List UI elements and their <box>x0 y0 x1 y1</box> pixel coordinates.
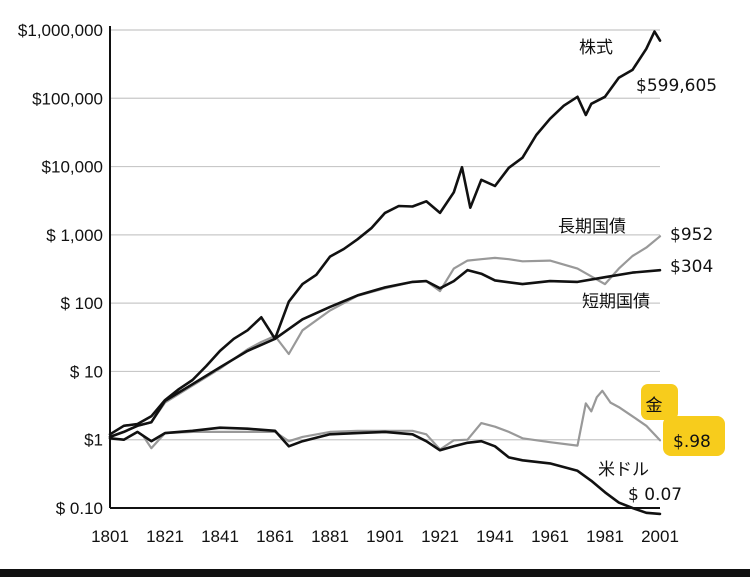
x-tick-label: 1961 <box>531 527 569 546</box>
x-tick-label: 1861 <box>256 527 294 546</box>
series-lines <box>108 30 662 516</box>
highlight-gold-name <box>641 384 678 420</box>
y-tick-label: $ 0.10 <box>56 499 103 518</box>
y-tick-label: $10,000 <box>42 158 103 177</box>
axes <box>109 26 660 509</box>
bottom-rule <box>0 569 750 577</box>
series-end-value-stocks: $599,605 <box>636 76 717 96</box>
x-tick-label: 1981 <box>586 527 624 546</box>
series-name-gold: 金 <box>646 396 663 416</box>
series-name-dollar: 米ドル <box>598 460 649 480</box>
x-tick-label: 1881 <box>311 527 349 546</box>
series-line-stocks <box>108 30 662 436</box>
y-tick-label: $ 10 <box>70 362 103 381</box>
series-end-value-bills: $304 <box>670 257 713 277</box>
series-name-long-bonds: 長期国債 <box>558 217 626 237</box>
x-tick-label: 1901 <box>366 527 404 546</box>
x-tick-label: 1801 <box>91 527 129 546</box>
series-end-value-dollar: $ 0.07 <box>628 485 682 505</box>
label-highlights <box>641 384 725 456</box>
y-tick-label: $1 <box>84 431 103 450</box>
x-tick-label: 1941 <box>476 527 514 546</box>
series-line-bills <box>108 268 662 439</box>
x-tick-labels: 1801 1821 1841 1861 1881 1901 1921 1941 1961 1981… <box>91 527 679 546</box>
series-name-bills: 短期国債 <box>582 292 650 312</box>
highlight-gold-value <box>663 416 725 456</box>
y-tick-label: $1,000,000 <box>18 21 103 40</box>
series-line-dollar <box>108 426 662 516</box>
x-tick-label: 2001 <box>641 527 679 546</box>
y-tick-label: $100,000 <box>32 89 103 108</box>
y-tick-labels: $1,000,000 $100,000 $10,000 $ 1,000 $ 100 $ 1… <box>18 21 103 518</box>
x-tick-label: 1841 <box>201 527 239 546</box>
x-tick-label: 1821 <box>146 527 184 546</box>
series-end-value-gold: $.98 <box>673 432 711 452</box>
series-line-long-bonds <box>108 235 662 438</box>
y-tick-label: $ 100 <box>60 294 103 313</box>
series-name-stocks: 株式 <box>579 38 613 58</box>
series-line-gold <box>108 389 662 451</box>
series-end-value-long-bonds: $952 <box>670 225 713 245</box>
x-tick-label: 1921 <box>421 527 459 546</box>
series-labels: 株式 $599,605 長期国債 $952 短期国債 $304 金 $.98 米ドル $ 0.07 <box>558 38 717 505</box>
y-tick-label: $ 1,000 <box>46 226 103 245</box>
